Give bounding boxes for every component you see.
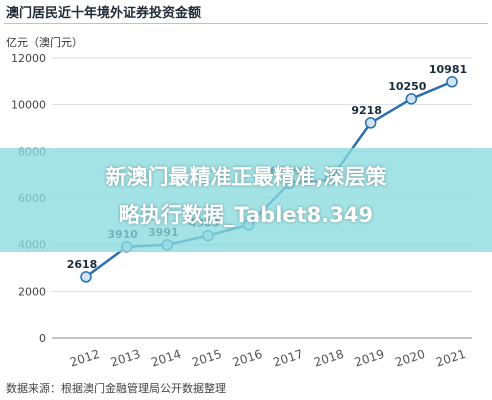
data-point (446, 76, 458, 88)
y-axis-label: 亿元（澳门元） (6, 35, 83, 49)
data-label: 10250 (388, 80, 427, 93)
data-label: 10981 (429, 63, 467, 76)
y-tick-label: 0 (39, 332, 46, 345)
y-tick-label: 2000 (18, 285, 46, 298)
x-tick-label: 2020 (393, 347, 426, 370)
x-tick-label: 2014 (149, 347, 182, 370)
overlay-banner: 新澳门最精准正最精准,深层策 略执行数据_Tablet8.349 (0, 148, 492, 252)
x-tick-label: 2015 (190, 347, 223, 370)
x-tick-label: 2012 (68, 347, 101, 370)
data-point (80, 271, 92, 283)
x-tick-label: 2016 (231, 347, 264, 370)
data-point (364, 117, 377, 129)
x-tick-label: 2013 (109, 347, 142, 370)
x-tick-label: 2019 (353, 347, 386, 370)
chart-title: 澳门居民近十年境外证券投资金额 (6, 6, 202, 21)
data-label: 9218 (351, 104, 382, 117)
banner-line-2: 略执行数据_Tablet8.349 (118, 203, 374, 227)
x-tick-label: 2018 (312, 347, 345, 370)
data-label: 2618 (67, 258, 98, 271)
title-bar: 澳门居民近十年境外证券投资金额 (0, 0, 492, 24)
y-tick-label: 10000 (11, 99, 46, 112)
banner-line-1: 新澳门最精准正最精准,深层策 (105, 165, 387, 189)
x-tick-label: 2017 (271, 347, 304, 370)
y-tick-label: 12000 (11, 52, 46, 65)
data-point (405, 93, 418, 105)
source-note: 数据来源：根据澳门金融管理局公开数据整理 (6, 382, 226, 395)
title-divider (4, 23, 488, 24)
x-tick-label: 2021 (434, 347, 467, 370)
